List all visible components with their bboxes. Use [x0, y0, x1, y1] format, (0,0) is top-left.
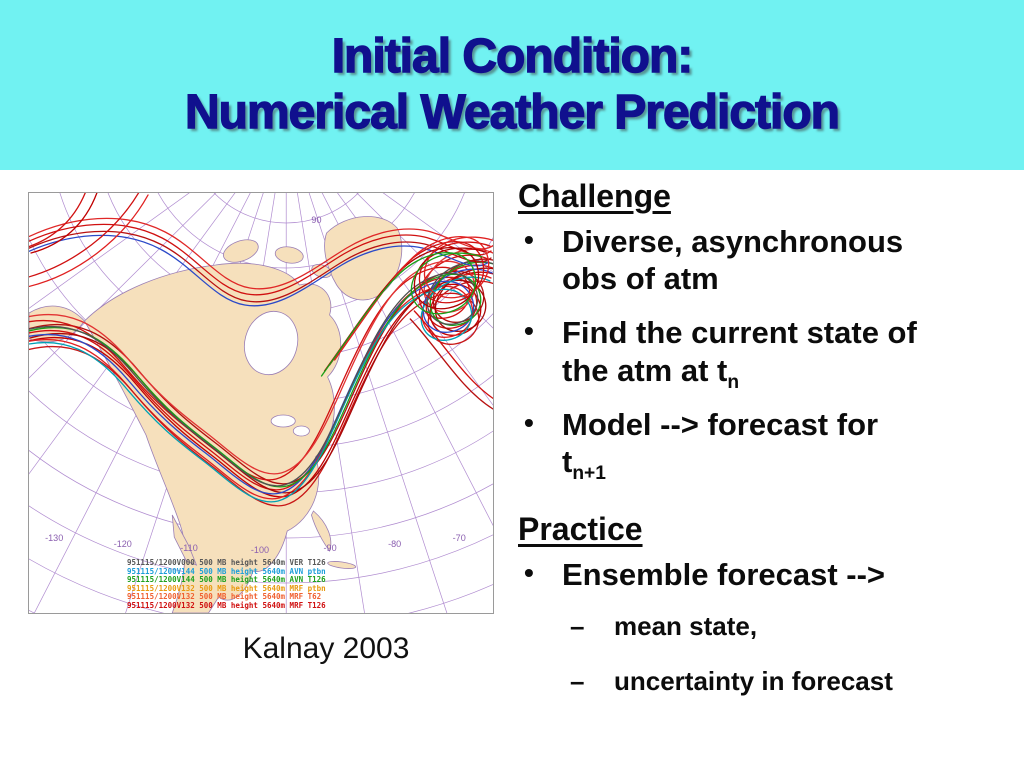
weather-map-figure: 90 -130 -120 -110 -100 -90 -80 -70 [28, 192, 494, 614]
practice-bullet-list: • Ensemble forecast --> – mean state, – unc… [518, 556, 1004, 697]
slide-content: Challenge • Diverse, asynchronous obs of … [518, 178, 1004, 721]
lon-label: -90 [324, 543, 337, 553]
lon-label: -120 [114, 539, 132, 549]
lon-label: -100 [251, 545, 269, 555]
pole-label: 90 [311, 215, 321, 225]
graticule-labels: 90 -130 -120 -110 -100 -90 -80 -70 [45, 215, 466, 555]
spaghetti-map: 90 -130 -120 -110 -100 -90 -80 -70 [29, 193, 493, 613]
lon-label: -130 [45, 533, 63, 543]
bullet-model-forecast: • Model --> forecast for tn+1 [524, 406, 879, 485]
bullet-ensemble-forecast: • Ensemble forecast --> [524, 557, 886, 593]
bullet-icon: • [524, 224, 534, 255]
bullet-icon: • [524, 406, 534, 438]
bullet-current-state: • Find the current state of the atm at tn [524, 315, 917, 393]
map-legend: 951115/1200V000 500 MB height 5640m VER … [127, 558, 326, 610]
dash-icon: – [570, 665, 585, 696]
lon-label: -80 [388, 539, 401, 549]
legend-line: 951115/1200V000 500 MB height 5640m VER … [127, 558, 326, 567]
legend-line: 951115/1200V132 500 MB height 5640m MRF … [127, 600, 326, 610]
bullet-icon: • [524, 315, 534, 347]
map-caption: Kalnay 2003 [242, 632, 410, 665]
legend-line: 951115/1200V144 500 MB height 5640m AVN … [127, 566, 326, 576]
bullet-diverse-obs: • Diverse, asynchronous obs of atm [524, 224, 904, 297]
lon-label: -70 [453, 533, 466, 543]
title-banner: Initial Condition: Numerical Weather Pre… [0, 0, 1024, 170]
challenge-heading: Challenge [518, 178, 671, 214]
bullet-icon: • [524, 557, 534, 589]
legend-line: 951115/1200V144 500 MB height 5640m AVN … [127, 575, 326, 584]
subbullet-uncertainty: – uncertainty in forecast [570, 665, 893, 696]
subbullet-mean-state: – mean state, [570, 610, 758, 641]
legend-line: 951115/1200V132 500 MB height 5640m MRF … [127, 583, 326, 593]
slide-title-line1: Initial Condition: [331, 30, 694, 84]
legend-line: 951115/1200V132 500 MB height 5640m MRF … [127, 592, 322, 601]
practice-heading: Practice [518, 511, 643, 548]
dash-icon: – [570, 610, 585, 641]
challenge-bullet-list: • Diverse, asynchronous obs of atm • Find … [518, 223, 1004, 485]
slide-title-line2: Numerical Weather Prediction [184, 85, 840, 139]
lon-label: -110 [180, 543, 197, 553]
